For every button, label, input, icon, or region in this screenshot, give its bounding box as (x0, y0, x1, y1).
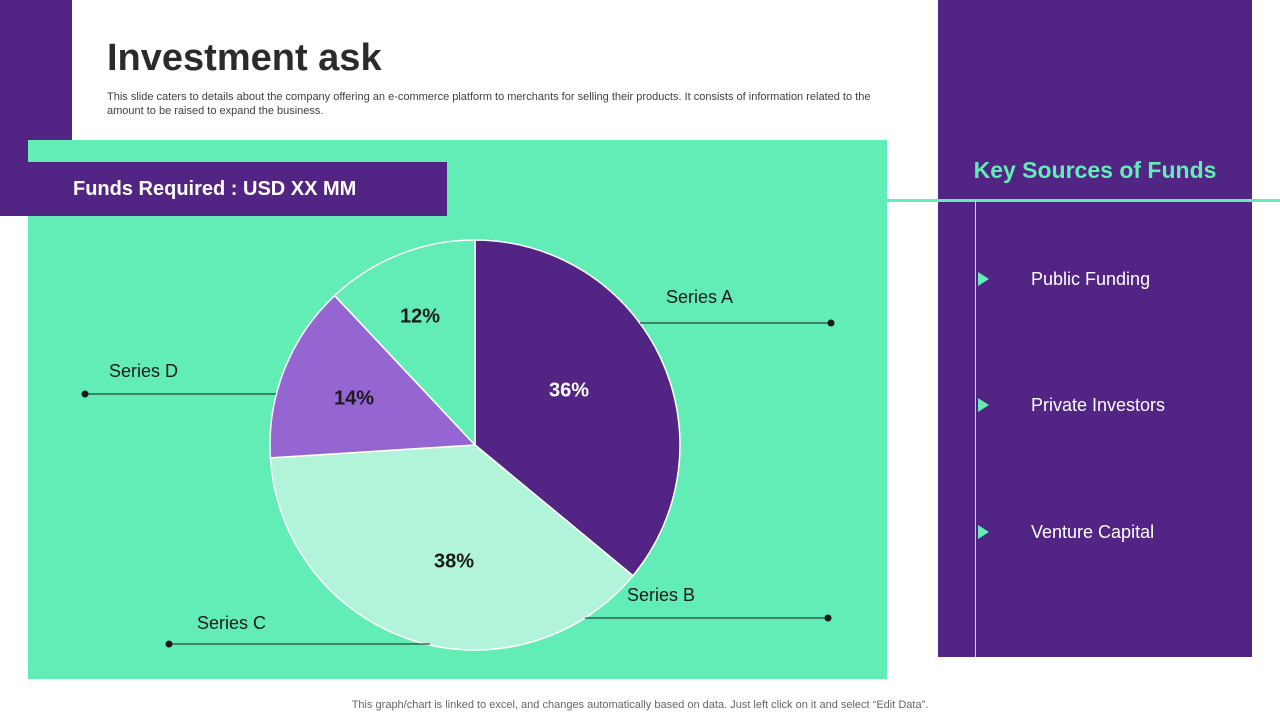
key-sources-title: Key Sources of Funds (973, 157, 1217, 183)
funds-required-label: Funds Required : USD XX MM (73, 178, 357, 200)
key-source-label: Public Funding (1031, 269, 1151, 289)
data-label-series-c: 12% (400, 305, 440, 327)
series-label-series-d: Series D (109, 361, 178, 381)
key-source-item: Private Investors (978, 392, 1258, 418)
key-sources-divider (887, 199, 1280, 202)
series-label-series-c: Series C (197, 613, 266, 633)
data-label-series-a: 36% (549, 379, 589, 401)
key-source-label: Venture Capital (1031, 522, 1155, 542)
callout-dot-series-d (81, 390, 89, 398)
triangle-arrow-icon (978, 272, 989, 286)
key-sources-timeline (975, 202, 976, 657)
data-label-series-d: 14% (334, 387, 374, 409)
pie-slice-series-b (269, 444, 635, 651)
page-description: This slide caters to details about the c… (107, 91, 871, 117)
funds-required-banner (28, 162, 447, 216)
series-label-series-a: Series A (666, 287, 733, 307)
data-label-series-b: 38% (434, 550, 474, 572)
series-label-series-b: Series B (627, 585, 695, 605)
key-source-item: Venture Capital (978, 519, 1258, 545)
callout-dot-series-c (165, 640, 173, 648)
triangle-arrow-icon (978, 398, 989, 412)
key-source-label: Private Investors (1031, 395, 1166, 415)
page-title: Investment ask (107, 37, 382, 79)
callout-dot-series-a (827, 319, 835, 327)
triangle-arrow-icon (978, 525, 989, 539)
pie-slice-series-a (474, 239, 681, 577)
pie-slice-series-d (269, 294, 477, 459)
key-sources-panel (938, 0, 1252, 657)
footer-note: This graph/chart is linked to excel, and… (351, 699, 929, 711)
key-source-item: Public Funding (978, 266, 1258, 292)
callout-dot-series-b (824, 614, 832, 622)
pie-slice-series-c (333, 239, 476, 447)
